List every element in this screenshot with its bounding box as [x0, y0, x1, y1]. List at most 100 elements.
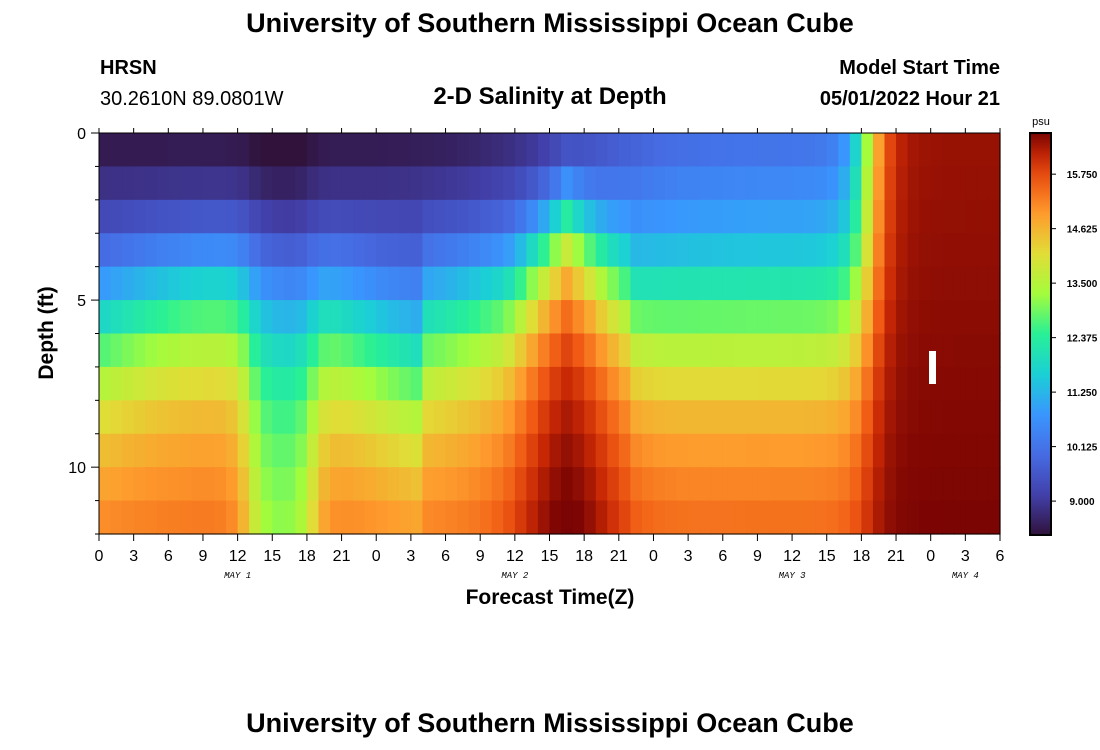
heatmap-cell [99, 199, 112, 234]
heatmap-cell [318, 166, 331, 201]
heatmap-cell [780, 400, 793, 435]
heatmap-cell [295, 433, 308, 468]
heatmap-cell [214, 233, 227, 268]
heatmap-cell [965, 166, 978, 201]
heatmap-cell [168, 500, 181, 535]
heatmap-cell [618, 366, 631, 401]
heatmap-cell [884, 400, 897, 435]
heatmap-cell [826, 199, 839, 234]
heatmap-cell [537, 133, 551, 168]
heatmap-cell [110, 133, 123, 168]
heatmap-cell [110, 266, 123, 301]
heatmap-cell [688, 300, 701, 335]
heatmap-cell [595, 233, 608, 268]
heatmap-cell [549, 199, 562, 234]
heatmap-cell [988, 366, 1001, 401]
heatmap-cell [330, 199, 343, 234]
heatmap-cell [353, 333, 366, 368]
heatmap-cell [537, 433, 551, 468]
heatmap-cell [861, 500, 874, 535]
heatmap-cell [549, 133, 562, 168]
heatmap-cell [122, 433, 135, 468]
footer-title: University of Southern Mississippi Ocean… [246, 708, 854, 738]
heatmap-cell [364, 266, 377, 301]
x-tick-label: 3 [684, 548, 693, 565]
heatmap-cell [849, 433, 862, 468]
heatmap-cell [942, 333, 955, 368]
heatmap-cell [653, 500, 666, 535]
colorbar-gradient [1029, 132, 1052, 536]
heatmap-cell [283, 266, 296, 301]
heatmap-cell [318, 433, 331, 468]
heatmap-cell [722, 467, 735, 502]
heatmap-cell [665, 366, 678, 401]
heatmap-cell [503, 400, 516, 435]
heatmap-cell [942, 199, 955, 234]
heatmap-cell [283, 433, 296, 468]
heatmap-cell [792, 233, 805, 268]
heatmap-cell [584, 300, 597, 335]
heatmap-cell [537, 366, 551, 401]
heatmap-cell [745, 300, 759, 335]
heatmap-cell [364, 166, 377, 201]
heatmap-cell [896, 500, 909, 535]
heatmap-cell [387, 300, 400, 335]
heatmap-cell [272, 333, 285, 368]
heatmap-cell [861, 400, 874, 435]
heatmap-cell [584, 433, 597, 468]
x-tick-label: 18 [575, 548, 593, 565]
heatmap-cell [572, 166, 585, 201]
heatmap-cell [433, 199, 447, 234]
heatmap-cell [260, 400, 273, 435]
heatmap-cell [364, 366, 377, 401]
heatmap-cell [468, 133, 481, 168]
heatmap-cell [607, 500, 620, 535]
heatmap-cell [861, 166, 874, 201]
heatmap-cell [330, 400, 343, 435]
heatmap-cell [364, 467, 377, 502]
heatmap-cell [133, 400, 146, 435]
heatmap-cell [145, 133, 158, 168]
heatmap-cell [272, 500, 285, 535]
colorbar-tick-label: 12.375 [1067, 334, 1098, 345]
heatmap-cell [630, 266, 643, 301]
heatmap-cell [561, 467, 574, 502]
heatmap-cell [653, 233, 666, 268]
heatmap-cell [699, 133, 712, 168]
heatmap-cell [780, 133, 793, 168]
heatmap-cell [168, 199, 181, 234]
heatmap-cell [122, 500, 135, 535]
x-tick-label: 0 [649, 548, 658, 565]
heatmap-cell [341, 433, 354, 468]
heatmap-cell [110, 233, 123, 268]
heatmap-cell [618, 500, 631, 535]
heatmap-cell [168, 300, 181, 335]
heatmap-cell [907, 266, 920, 301]
heatmap-cell [572, 333, 585, 368]
heatmap-cell [503, 433, 516, 468]
heatmap-cell [364, 199, 377, 234]
x-tick-label: 3 [129, 548, 138, 565]
heatmap-cell [988, 133, 1001, 168]
heatmap-cell [376, 166, 389, 201]
heatmap-cell [792, 199, 805, 234]
colorbar-tick-label: 9.000 [1069, 497, 1094, 508]
heatmap-cell [953, 300, 966, 335]
heatmap-cell [202, 433, 216, 468]
heatmap-cell [422, 300, 435, 335]
heatmap-cell [122, 166, 135, 201]
heatmap-cell [226, 333, 239, 368]
heatmap-cell [306, 366, 320, 401]
heatmap-cell [214, 433, 227, 468]
overlay-marker [929, 351, 936, 384]
heatmap-cell [699, 467, 712, 502]
heatmap-cell [930, 133, 943, 168]
heatmap-cell [387, 467, 400, 502]
heatmap-cell [353, 199, 366, 234]
heatmap-cell [757, 266, 770, 301]
heatmap-cell [179, 467, 193, 502]
heatmap-cell [665, 333, 678, 368]
heatmap-cell [838, 166, 851, 201]
heatmap-cell [514, 500, 527, 535]
heatmap-cell [272, 133, 285, 168]
